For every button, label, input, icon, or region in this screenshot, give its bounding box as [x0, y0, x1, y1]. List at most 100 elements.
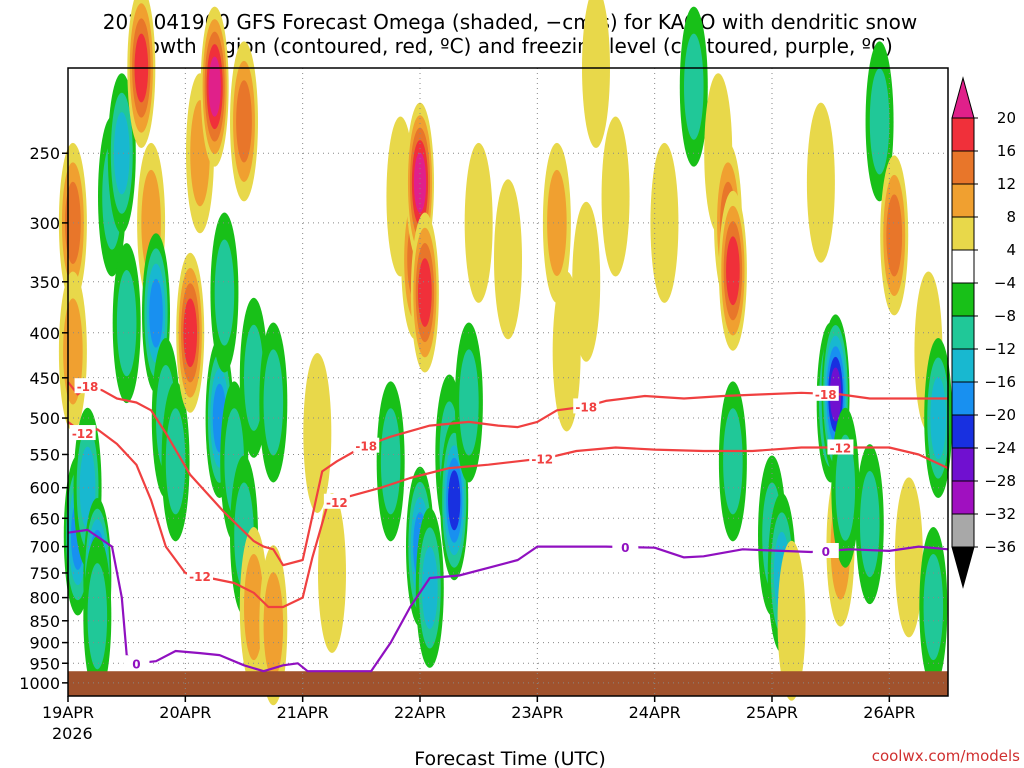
colorbar-label: 16 — [997, 142, 1016, 160]
contour-minus12: -12 -12 -12 -12 -12 — [67, 421, 949, 609]
temperature-contours: -18 -18 -18 -18 -12 -12 -12 -12 -12 0 0 0 — [67, 378, 949, 673]
omega-cell — [58, 271, 87, 432]
omega-cell — [679, 6, 708, 167]
y-tick-label: 1000 — [19, 674, 60, 693]
omega-cell — [161, 381, 190, 542]
colorbar-swatch — [951, 513, 975, 548]
colorbar-label: 8 — [1006, 208, 1016, 226]
x-axis-title: Forecast Time (UTC) — [414, 748, 605, 768]
x-tick-label: 21APR — [277, 703, 329, 722]
colorbar-swatch — [951, 150, 975, 185]
omega-cell — [855, 444, 884, 605]
colorbar-swatch — [951, 76, 975, 119]
contour-label-bg — [529, 450, 556, 466]
colorbar-swatch — [951, 381, 975, 416]
omega-cell — [894, 477, 923, 638]
omega-cell — [107, 73, 136, 234]
y-axis: 250 300 350 400 450 500 550 600 650 700 750 800 850 9… — [19, 144, 68, 693]
y-tick-label: 550 — [29, 445, 60, 464]
plot-frame — [67, 67, 949, 697]
terrain-layer — [68, 671, 948, 696]
y-tick-label: 300 — [29, 214, 60, 233]
x-axis-year: 2026 — [52, 724, 93, 743]
x-tick-label: 19APR — [42, 703, 94, 722]
omega-cell — [410, 212, 439, 373]
contour-label-bg — [123, 655, 150, 671]
colorbar-swatch — [951, 282, 975, 317]
colorbar-label: −36 — [984, 538, 1016, 556]
omega-cell — [880, 155, 909, 316]
grid-lines — [67, 68, 948, 696]
colorbar-label: 12 — [997, 175, 1016, 193]
y-tick-label: 500 — [29, 409, 60, 428]
omega-cell — [718, 190, 747, 351]
contour-label: 0 — [621, 541, 629, 555]
omega-cell — [865, 41, 894, 202]
y-tick-label: 750 — [29, 564, 60, 583]
colorbar-label: −4 — [994, 274, 1016, 292]
omega-cell — [259, 322, 288, 483]
omega-cell — [582, 0, 610, 148]
omega-cell — [112, 243, 141, 404]
omega-cell — [601, 116, 630, 277]
terrain-fill — [68, 671, 948, 696]
contour-label-bg — [827, 439, 854, 455]
omega-cell — [230, 41, 258, 202]
contour-label: -12 — [531, 452, 553, 466]
omega-cell — [318, 492, 346, 653]
chart-title-line-2: growth region (contoured, red, ºC) and f… — [127, 34, 893, 58]
y-tick-label: 250 — [29, 144, 60, 163]
colorbar-swatch — [951, 315, 975, 350]
contour-label: 0 — [132, 657, 140, 671]
contour-label: -18 — [77, 380, 99, 394]
y-tick-label: 900 — [29, 634, 60, 653]
omega-cell — [376, 381, 405, 542]
colorbar-swatch — [951, 216, 975, 251]
y-tick-label: 950 — [29, 654, 60, 673]
contour-line — [67, 528, 949, 673]
colorbar-swatch — [951, 447, 975, 482]
contour-label-bg — [69, 425, 96, 441]
contour-label-bg — [353, 437, 380, 453]
contour-freezing: 0 0 0 — [67, 528, 949, 673]
contour-label-bg — [573, 398, 600, 414]
y-tick-label: 450 — [29, 369, 60, 388]
y-tick-label: 850 — [29, 612, 60, 631]
contour-label: -12 — [326, 496, 348, 510]
colorbar-label: −28 — [984, 472, 1016, 490]
omega-cell — [494, 179, 522, 340]
x-tick-label: 22APR — [394, 703, 446, 722]
omega-cell — [572, 201, 601, 362]
omega-cell — [718, 381, 747, 542]
y-tick-label: 400 — [29, 324, 60, 343]
colorbar-label: −20 — [984, 406, 1016, 424]
colorbar: 20 16 12 8 4 −4 −8 −12 −16 −20 −24 −28 −32 −36 — [951, 76, 1016, 589]
omega-cell — [542, 142, 571, 303]
colorbar-swatch — [951, 117, 975, 152]
omega-cell — [919, 527, 948, 688]
y-tick-label: 600 — [29, 479, 60, 498]
colorbar-swatch — [951, 546, 975, 589]
omega-cell — [210, 212, 239, 373]
chart-title-line-1: 2026041900 GFS Forecast Omega (shaded, −… — [103, 10, 917, 34]
plot-area: -18 -18 -18 -18 -12 -12 -12 -12 -12 0 0 0 — [58, 0, 953, 706]
colorbar-swatch — [951, 414, 975, 449]
omega-cell — [83, 536, 112, 697]
contour-label: -18 — [815, 388, 837, 402]
colorbar-swatch — [951, 480, 975, 515]
contour-label-bg — [187, 567, 213, 583]
omega-cell — [777, 540, 806, 701]
y-tick-label: 650 — [29, 509, 60, 528]
x-tick-label: 26APR — [863, 703, 915, 722]
colorbar-label: 20 — [997, 109, 1016, 127]
colorbar-swatch — [951, 183, 975, 218]
contour-label: -12 — [72, 427, 94, 441]
omega-cell — [415, 507, 444, 668]
x-axis: 19APR 20APR 21APR 22APR 23APR 24APR 25APR 26APR — [42, 696, 915, 722]
contour-label: -12 — [830, 441, 852, 455]
colorbar-label: −32 — [984, 505, 1016, 523]
y-tick-label: 350 — [29, 273, 60, 292]
contour-label-bg — [812, 543, 839, 559]
contour-label-bg — [323, 493, 350, 509]
